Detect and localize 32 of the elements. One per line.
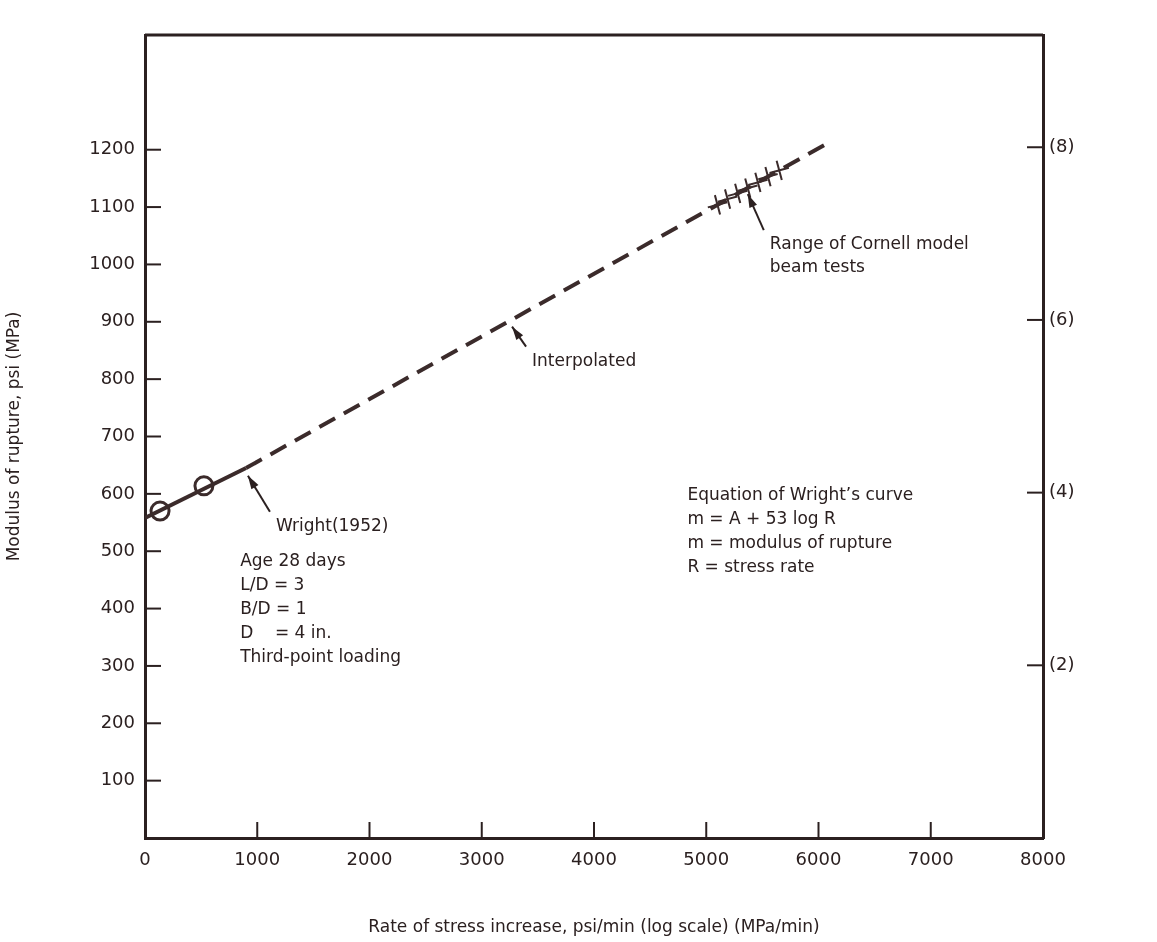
x-tick-label: 6000	[795, 848, 842, 870]
annotation: Interpolated	[532, 349, 637, 370]
x-tick-label: 8000	[1020, 848, 1066, 870]
y2-tick-label: (2)	[1049, 652, 1075, 674]
y-tick-label: 900	[100, 309, 135, 331]
annotation: Equation of Wright’s curve m = A + 53 log R m = modulus of rupture R = stress rate	[687, 484, 914, 577]
y-axis-title: Modulus of rupture, psi (MPa)	[2, 311, 23, 562]
y-tick-label: 600	[100, 481, 135, 503]
y2-tick-label: (6)	[1049, 307, 1075, 329]
x-tick-label: 1000	[234, 848, 281, 870]
y-tick-label: 700	[100, 424, 135, 446]
y2-tick-label: (4)	[1049, 480, 1075, 502]
annotation: Range of Cornell model beam tests	[769, 233, 969, 277]
x-tick-label: 0	[139, 848, 151, 870]
x-tick-label: 2000	[346, 848, 393, 870]
y-tick-label: 200	[100, 710, 135, 732]
x-tick-label: 5000	[683, 848, 730, 870]
annotation: Age 28 days L/D = 3 B/D = 1 D = 4 in. Third-point loading	[239, 549, 402, 666]
y-tick-label: 400	[100, 596, 135, 618]
y-tick-label: 100	[100, 768, 135, 790]
y-tick-label: 300	[100, 653, 135, 675]
annotation: Wright(1952)	[275, 514, 389, 535]
y-tick-label: 1200	[89, 137, 135, 159]
y-tick-label: 1100	[89, 194, 135, 216]
y2-tick-label: (8)	[1049, 134, 1075, 156]
x-axis-title: Rate of stress increase, psi/min (log scale) (MPa/min)	[368, 916, 820, 937]
y-tick-label: 1000	[89, 252, 135, 274]
x-tick-label: 3000	[458, 848, 505, 870]
y-tick-label: 800	[100, 366, 135, 388]
x-tick-label: 7000	[907, 848, 954, 870]
x-tick-label: 4000	[571, 848, 617, 870]
y-tick-label: 500	[100, 538, 135, 560]
